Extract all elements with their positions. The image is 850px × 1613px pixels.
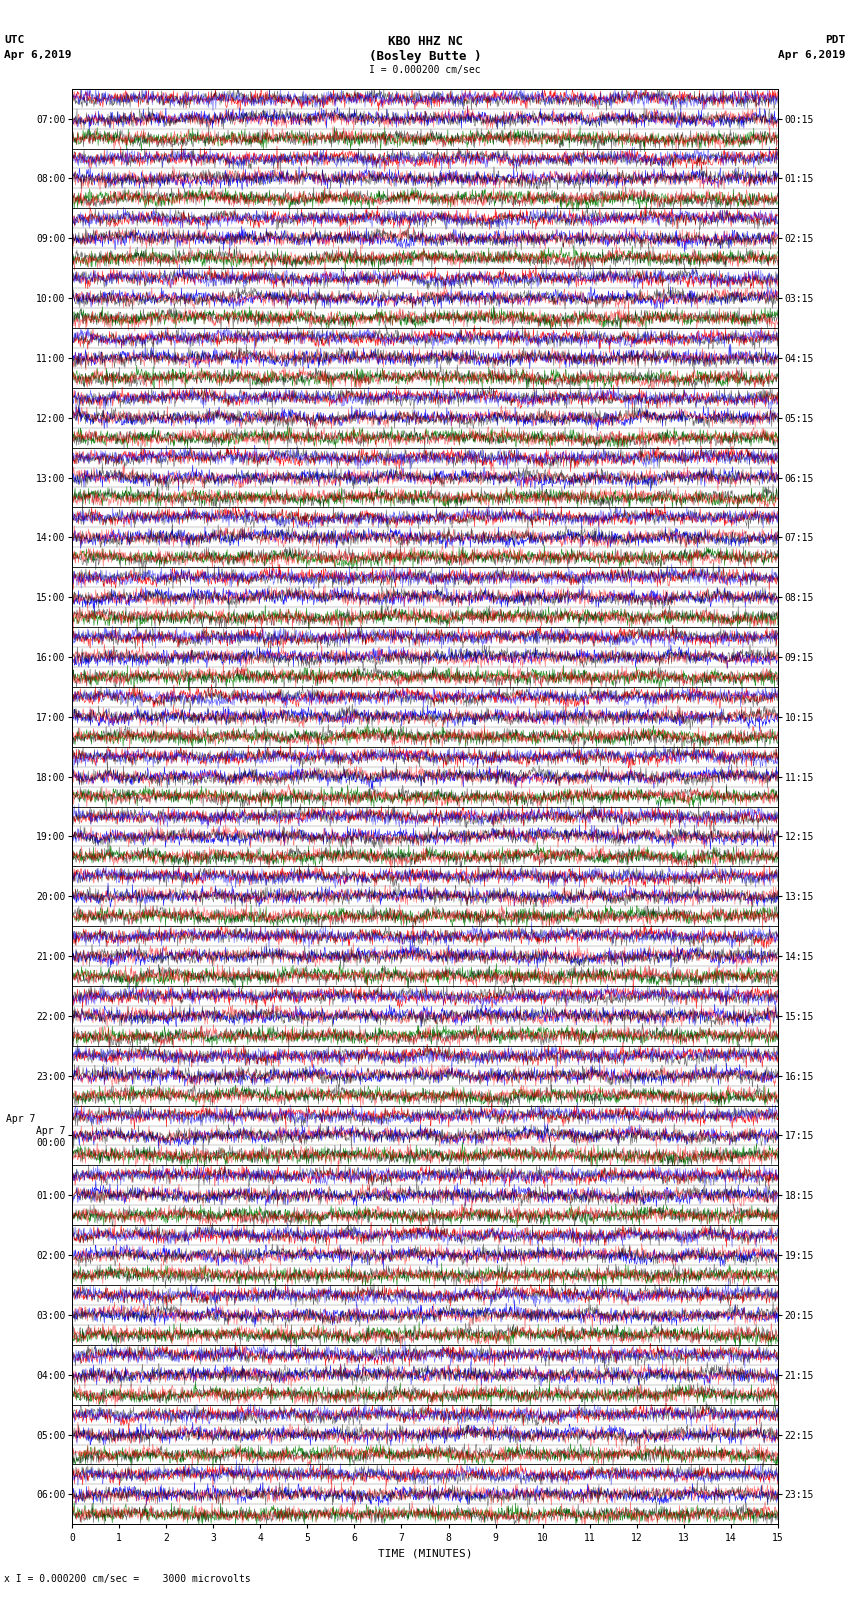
Text: Apr 6,2019: Apr 6,2019	[4, 50, 71, 60]
Text: UTC: UTC	[4, 35, 25, 45]
Text: Apr 7: Apr 7	[6, 1115, 35, 1124]
Text: (Bosley Butte ): (Bosley Butte )	[369, 50, 481, 63]
Text: I = 0.000200 cm/sec: I = 0.000200 cm/sec	[369, 65, 481, 74]
Text: Apr 6,2019: Apr 6,2019	[779, 50, 846, 60]
X-axis label: TIME (MINUTES): TIME (MINUTES)	[377, 1548, 473, 1558]
Text: PDT: PDT	[825, 35, 846, 45]
Text: x I = 0.000200 cm/sec =    3000 microvolts: x I = 0.000200 cm/sec = 3000 microvolts	[4, 1574, 251, 1584]
Text: KBO HHZ NC: KBO HHZ NC	[388, 35, 462, 48]
